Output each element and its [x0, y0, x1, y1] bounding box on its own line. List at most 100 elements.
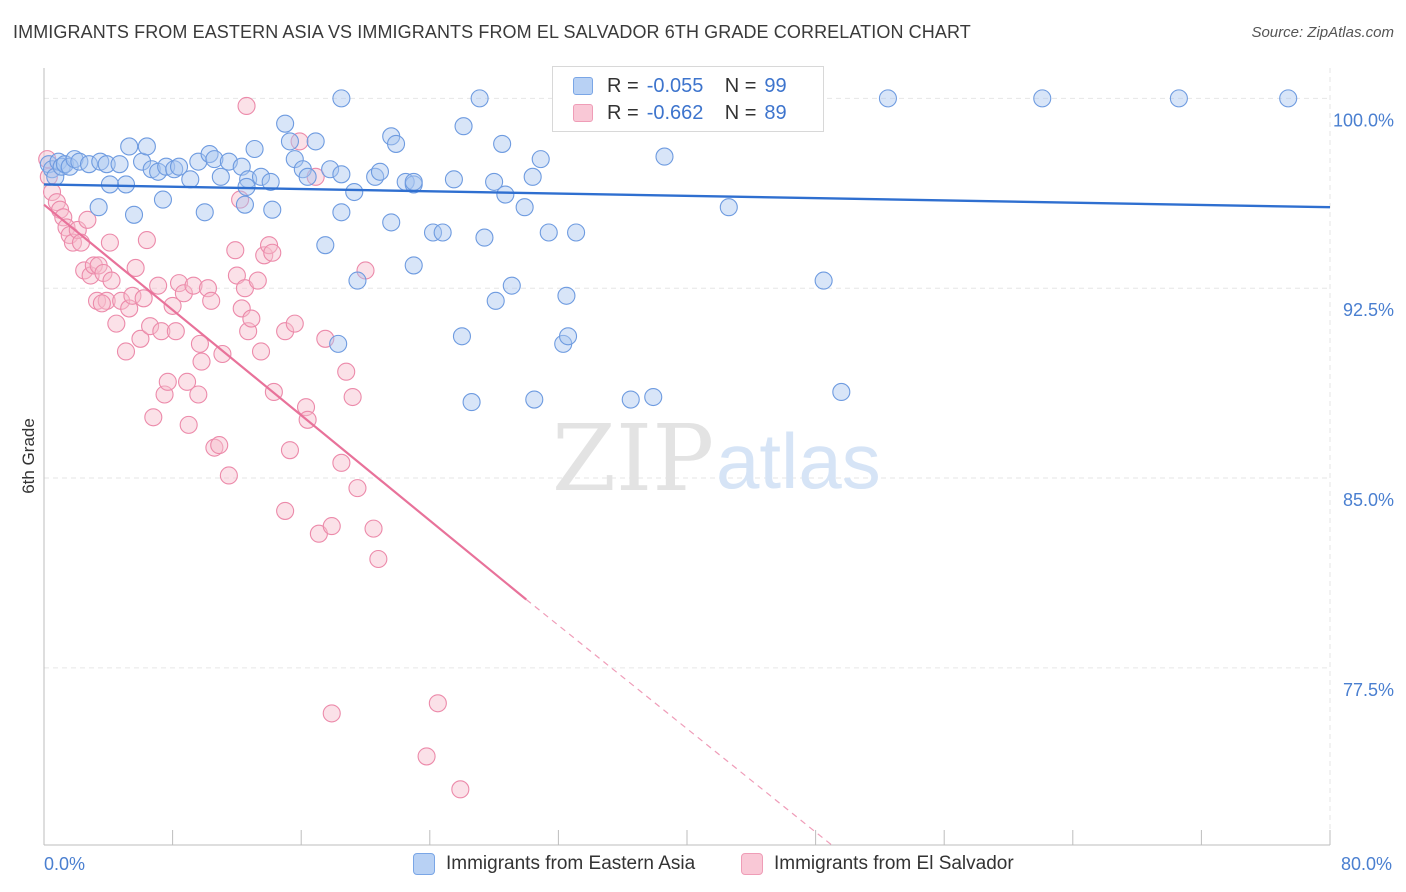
el-salvador-point	[144, 408, 163, 427]
el-salvador-point	[276, 501, 295, 520]
el-salvador-point	[179, 415, 198, 434]
eastern-asia-point	[298, 167, 317, 186]
eastern-asia-point	[370, 162, 390, 181]
el-salvador-points	[38, 96, 470, 799]
el-salvador-trend-line	[43, 203, 527, 601]
el-salvador-point	[348, 479, 367, 498]
eastern-asia-point	[263, 200, 282, 219]
eastern-asia-point	[655, 147, 674, 166]
eastern-asia-point	[245, 139, 264, 159]
el-salvador-point	[97, 291, 116, 310]
eastern-asia-point	[621, 390, 640, 409]
legend-row-el-salvador: R = -0.662 N = 89	[573, 101, 787, 125]
eastern-asia-point	[475, 228, 494, 247]
eastern-asia-point	[137, 137, 156, 156]
eastern-asia-point	[332, 165, 351, 184]
eastern-asia-point	[558, 327, 578, 346]
el-salvador-point	[290, 132, 309, 151]
y-tick-label: 85.0%	[1343, 490, 1394, 510]
eastern-asia-point	[523, 167, 542, 186]
el-salvador-point	[276, 322, 295, 341]
eastern-asia-point	[404, 172, 423, 191]
eastern-asia-point	[366, 167, 385, 186]
eastern-asia-point	[195, 203, 214, 222]
eastern-asia-point	[97, 155, 116, 174]
legend-n-label: N =	[724, 74, 757, 97]
eastern-asia-point	[55, 155, 74, 174]
el-salvador-point	[141, 317, 160, 336]
eastern-asia-point	[486, 291, 505, 310]
eastern-asia-point	[567, 223, 586, 242]
eastern-asia-point	[515, 198, 534, 217]
el-salvador-point	[219, 466, 238, 485]
el-salvador-point	[189, 385, 208, 404]
eastern-asia-point	[644, 387, 663, 407]
eastern-asia-point	[251, 167, 271, 186]
eastern-asia-point	[531, 150, 550, 169]
eastern-asia-point	[89, 198, 108, 217]
eastern-asia-point	[454, 117, 473, 136]
legend-swatch-blue	[573, 77, 593, 95]
y-tick-label: 92.5%	[1343, 300, 1394, 320]
correlation-legend: R = -0.055 N = 99 R = -0.662 N = 89	[552, 66, 824, 132]
eastern-asia-point	[423, 223, 443, 242]
eastern-asia-point	[345, 182, 364, 202]
el-salvador-point	[149, 276, 168, 295]
eastern-asia-point	[332, 89, 351, 108]
el-salvador-point	[451, 780, 470, 799]
el-salvador-point	[226, 241, 245, 260]
el-salvador-point	[210, 436, 229, 455]
eastern-asia-point	[200, 145, 219, 164]
el-salvador-point	[131, 329, 150, 348]
el-salvador-point	[322, 704, 341, 723]
eastern-asia-point	[235, 195, 254, 214]
eastern-asia-trend-line	[43, 183, 1331, 209]
eastern-asia-point	[496, 185, 515, 204]
el-salvador-point	[71, 233, 91, 252]
el-salvador-point	[102, 271, 121, 290]
eastern-asia-point	[348, 271, 367, 290]
eastern-asia-point	[110, 155, 129, 174]
eastern-asia-point	[386, 134, 406, 153]
el-salvador-point	[107, 314, 126, 333]
eastern-asia-point	[719, 198, 738, 217]
bottom-legend-eastern-asia: Immigrants from Eastern Asia	[413, 851, 695, 877]
chart-source: Source: ZipAtlas.com	[1251, 24, 1394, 41]
eastern-asia-point	[79, 155, 99, 174]
eastern-asia-point	[539, 223, 558, 242]
el-salvador-point	[169, 274, 189, 293]
el-salvador-point	[137, 231, 156, 250]
eastern-asia-point	[306, 132, 325, 151]
el-salvador-point	[205, 438, 224, 457]
eastern-asia-point	[124, 205, 144, 224]
eastern-asia-point	[433, 223, 452, 242]
legend-r-value: -0.662	[646, 101, 704, 124]
el-salvador-point	[163, 296, 182, 315]
el-salvador-point	[87, 291, 107, 310]
eastern-asia-point	[153, 190, 173, 209]
bottom-legend-swatch-blue	[413, 853, 435, 875]
eastern-asia-point	[452, 327, 472, 346]
bottom-legend-swatch-pink	[741, 853, 763, 875]
legend-r-label: R =	[607, 74, 639, 97]
el-salvador-point	[251, 342, 271, 361]
legend-row-eastern-asia: R = -0.055 N = 99	[573, 74, 787, 98]
trend-lines	[43, 183, 1331, 846]
el-salvador-point	[285, 314, 304, 333]
eastern-asia-point	[116, 175, 136, 194]
el-salvador-point	[178, 372, 197, 391]
el-salvador-point	[213, 344, 232, 364]
eastern-asia-point	[329, 334, 348, 353]
watermark-atlas: atlas	[716, 417, 881, 505]
eastern-asia-point	[280, 132, 299, 151]
legend-r-label: R =	[607, 101, 639, 124]
eastern-asia-points	[39, 89, 1298, 412]
eastern-asia-point	[444, 170, 463, 189]
legend-swatch-pink	[573, 104, 593, 122]
el-salvador-point	[78, 210, 97, 229]
el-salvador-point	[123, 286, 142, 305]
legend-n-value: 89	[764, 101, 787, 124]
eastern-asia-point	[814, 271, 833, 290]
eastern-asia-point	[493, 134, 512, 153]
eastern-asia-point	[382, 213, 401, 232]
